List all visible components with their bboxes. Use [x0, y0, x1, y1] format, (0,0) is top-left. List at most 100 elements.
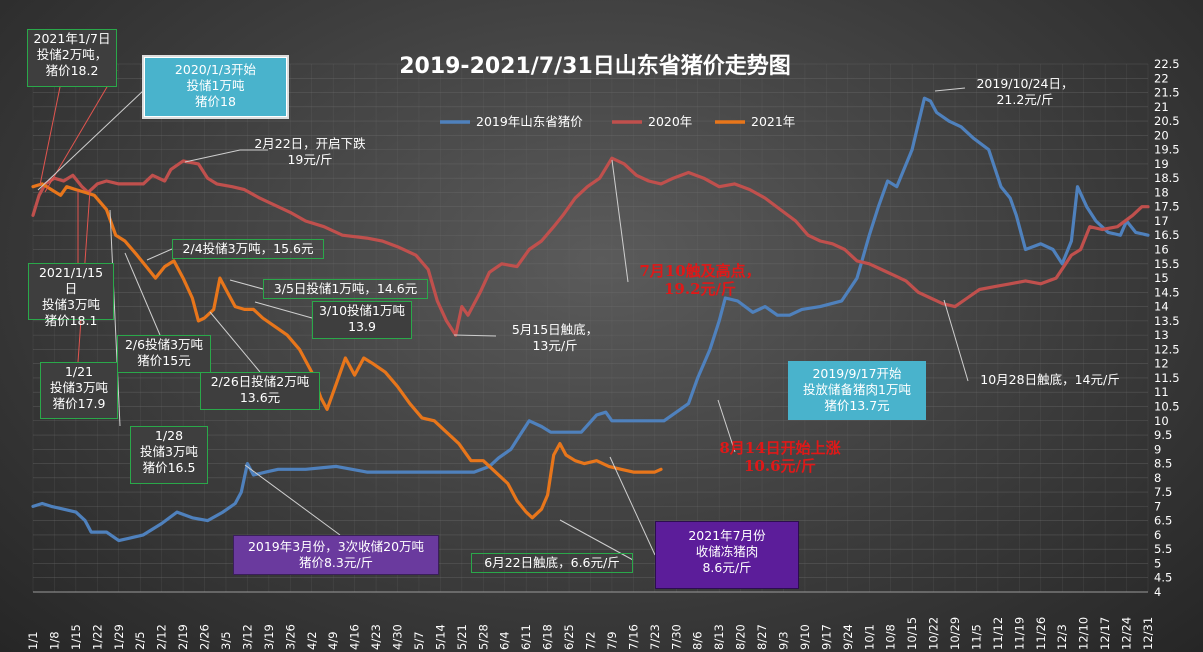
x-tick-label: 12/10	[1077, 617, 1091, 650]
annotation-0226: 2/26日投储2万吨 13.6元	[200, 372, 320, 410]
leader-line	[37, 89, 145, 191]
x-tick-label: 7/16	[626, 624, 640, 650]
x-tick-label: 1/29	[112, 624, 126, 650]
y-tick-label: 17.5	[1154, 200, 1180, 214]
x-tick-label: 10/1	[862, 624, 876, 650]
legend-label-1: 2019年山东省猪价	[476, 114, 583, 129]
x-tick-label: 9/10	[798, 624, 812, 650]
x-tick-label: 8/27	[755, 624, 769, 650]
x-tick-label: 4/2	[305, 631, 319, 650]
y-tick-label: 19.5	[1154, 143, 1180, 157]
leader-line	[609, 456, 656, 556]
leader-line	[209, 311, 261, 373]
annotation-0622: 6月22日触底，6.6元/斤	[471, 553, 633, 573]
x-tick-label: 8/13	[712, 624, 726, 650]
y-tick-label: 7	[1154, 499, 1161, 513]
x-tick-label: 1/1	[26, 631, 40, 650]
leader-line	[39, 86, 61, 186]
annotation-0206: 2/6投储3万吨 猪价15元	[117, 335, 211, 373]
annotation-0204: 2/4投储3万吨，15.6元	[172, 239, 324, 259]
annotation-2020-0103: 2020/1/3开始 投储1万吨 猪价18	[144, 57, 287, 117]
annotation-2021-0107: 2021年1/7日 投储2万吨， 猪价18.2	[27, 29, 117, 87]
y-tick-label: 18.5	[1154, 171, 1180, 185]
x-tick-label: 9/3	[776, 631, 790, 650]
series-lines	[31, 96, 1150, 543]
y-tick-label: 18	[1154, 185, 1169, 199]
leader-line	[229, 279, 264, 290]
annotation-0222: 2月22日，开启下跌 19元/斤	[254, 136, 366, 167]
series-line-3	[31, 182, 663, 520]
x-tick-label: 6/18	[541, 624, 555, 650]
y-tick-label: 11.5	[1154, 371, 1180, 385]
y-tick-label: 11	[1154, 385, 1169, 399]
y-tick-label: 8.5	[1154, 457, 1172, 471]
x-tick-label: 8/6	[691, 631, 705, 650]
leader-line	[124, 252, 161, 336]
x-tick-label: 10/8	[884, 624, 898, 650]
x-tick-label: 3/19	[262, 624, 276, 650]
annotation-0128: 1/28 投储3万吨 猪价16.5	[130, 426, 208, 484]
y-tick-label: 17	[1154, 214, 1169, 228]
x-tick-label: 9/24	[841, 624, 855, 650]
x-axis-ticks: 1/1 1/8 1/15 1/22 1/29 2/5 2/12 2/19 2/26 3/5 3/12…	[26, 617, 1155, 650]
x-tick-label: 4/16	[348, 624, 362, 650]
y-tick-label: 14.5	[1154, 285, 1180, 299]
y-tick-label: 6	[1154, 528, 1161, 542]
y-tick-label: 9.5	[1154, 428, 1172, 442]
y-tick-label: 4.5	[1154, 571, 1172, 585]
y-tick-label: 7.5	[1154, 485, 1172, 499]
y-tick-label: 16	[1154, 243, 1169, 257]
y-tick-label: 12.5	[1154, 342, 1180, 356]
x-tick-label: 7/23	[648, 624, 662, 650]
annotation-2021-07: 2021年7月份 收储冻猪肉 8.6元/斤	[655, 521, 799, 589]
x-tick-label: 12/24	[1120, 617, 1134, 650]
x-tick-label: 12/3	[1055, 624, 1069, 650]
y-tick-label: 15.5	[1154, 257, 1180, 271]
x-tick-label: 8/20	[734, 624, 748, 650]
y-tick-label: 20	[1154, 128, 1169, 142]
leader-line	[146, 248, 173, 261]
y-tick-label: 4	[1154, 585, 1161, 599]
y-tick-label: 13.5	[1154, 314, 1180, 328]
x-tick-label: 3/26	[283, 624, 297, 650]
y-tick-label: 21.5	[1154, 86, 1180, 100]
leader-line	[717, 399, 736, 453]
leader-line	[254, 301, 313, 319]
x-tick-label: 5/7	[412, 631, 426, 650]
annotation-2019-03: 2019年3月份，3次收储20万吨 猪价8.3元/斤	[233, 535, 439, 575]
x-tick-label: 2/12	[155, 624, 169, 650]
leader-line	[109, 209, 121, 427]
annotation-1024: 2019/10/24日， 21.2元/斤	[976, 76, 1074, 107]
x-tick-label: 7/9	[605, 631, 619, 650]
x-tick-label: 3/12	[240, 624, 254, 650]
y-tick-label: 19	[1154, 157, 1169, 171]
annotation-0310: 3/10投储1万吨 13.9	[312, 301, 412, 339]
y-tick-label: 22	[1154, 71, 1169, 85]
leader-line	[934, 87, 966, 92]
annotation-0305: 3/5日投储1万吨，14.6元	[263, 279, 428, 299]
x-tick-label: 4/23	[369, 624, 383, 650]
y-tick-label: 21	[1154, 100, 1169, 114]
x-tick-label: 2/5	[133, 631, 147, 650]
leader-line	[943, 299, 969, 382]
x-tick-label: 5/14	[433, 624, 447, 650]
x-tick-label: 7/2	[584, 631, 598, 650]
y-tick-label: 9	[1154, 442, 1161, 456]
annotation-leader-lines	[37, 69, 969, 561]
y-tick-label: 16.5	[1154, 228, 1180, 242]
y-tick-label: 22.5	[1154, 57, 1180, 71]
legend: 2019年山东省猪价 2020年 2021年	[440, 114, 795, 129]
x-tick-label: 12/31	[1141, 617, 1155, 650]
y-tick-label: 10	[1154, 414, 1169, 428]
x-tick-label: 11/19	[1012, 617, 1026, 650]
y-tick-label: 15	[1154, 271, 1169, 285]
x-tick-label: 6/25	[562, 624, 576, 650]
y-axis-ticks: 44.555.566.577.588.599.51010.51111.51212…	[1154, 57, 1180, 599]
legend-label-3: 2021年	[751, 114, 795, 129]
y-tick-label: 10.5	[1154, 399, 1180, 413]
annotation-2019-0917: 2019/9/17开始 投放储备猪肉1万吨 猪价13.7元	[788, 361, 926, 420]
x-tick-label: 10/29	[948, 617, 962, 650]
x-tick-label: 11/12	[991, 617, 1005, 650]
x-tick-label: 10/15	[905, 617, 919, 650]
y-tick-label: 20.5	[1154, 114, 1180, 128]
